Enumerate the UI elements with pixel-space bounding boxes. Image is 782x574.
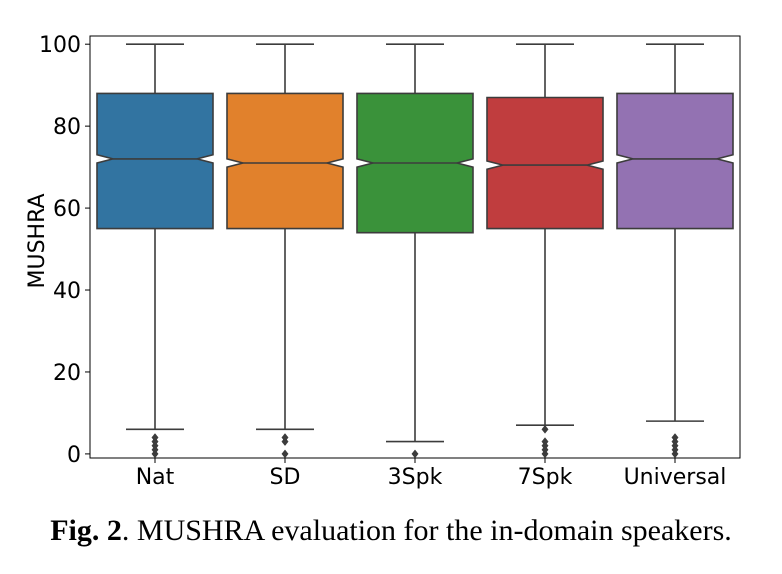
outlier-point <box>411 449 419 459</box>
y-axis: 0 20 40 60 80 100 <box>39 33 90 468</box>
y-tick-label: 60 <box>53 197 81 222</box>
box-7spk <box>486 43 604 459</box>
figure-label: Fig. 2 <box>50 514 122 547</box>
y-tick-label: 80 <box>53 115 81 140</box>
figure-caption-text: . MUSHRA evaluation for the in-domain sp… <box>121 514 732 547</box>
x-axis: Nat SD 3Spk 7Spk Universal <box>136 458 727 490</box>
box-body <box>616 92 734 230</box>
y-tick-label: 100 <box>39 33 81 58</box>
y-tick-label: 40 <box>53 279 81 304</box>
outlier-point <box>541 437 549 447</box>
box-universal <box>616 43 734 459</box>
outlier-point <box>281 433 289 442</box>
box-sd <box>226 43 344 459</box>
outlier-point <box>151 433 159 442</box>
box-body <box>226 92 344 230</box>
y-tick-label: 0 <box>67 443 81 468</box>
box-body <box>486 96 604 230</box>
x-tick-label: 3Spk <box>388 465 443 490</box>
x-tick-label: Universal <box>624 465 727 490</box>
outlier-point <box>541 424 549 434</box>
box-3spk <box>356 43 474 459</box>
y-tick-label: 20 <box>53 361 81 386</box>
figure-caption: Fig. 2. MUSHRA evaluation for the in-dom… <box>0 514 782 548</box>
outlier-point <box>281 449 289 459</box>
outlier-point <box>671 433 679 442</box>
box-body <box>96 92 214 230</box>
x-tick-label: SD <box>270 465 301 490</box>
x-tick-label: Nat <box>136 465 175 490</box>
box-series <box>96 43 734 459</box>
x-tick-label: 7Spk <box>518 465 573 490</box>
box-nat <box>96 43 214 459</box>
y-axis-title: MUSHRA <box>25 193 50 288</box>
boxplot-chart: 0 20 40 60 80 100 Nat SD 3Spk 7Spk Universal MUSH… <box>25 33 741 490</box>
